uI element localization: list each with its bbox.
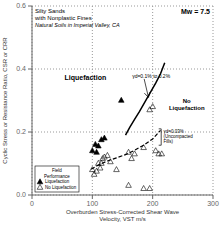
- svg-text:NoLiquefaction: NoLiquefaction: [169, 98, 205, 111]
- svg-text:0: 0: [30, 200, 34, 207]
- svg-text:γd=0.1% to 0.2%: γd=0.1% to 0.2%: [132, 73, 170, 79]
- svg-text:Liquefaction: Liquefaction: [65, 74, 107, 82]
- svg-text:100: 100: [86, 200, 98, 207]
- svg-text:0.6: 0.6: [16, 2, 26, 9]
- svg-text:Liquefaction: Liquefaction: [45, 179, 70, 184]
- svg-text:Silty Sandswith Nonplastic Fin: Silty Sandswith Nonplastic Fines: [34, 8, 92, 21]
- svg-text:Overburden Stress-Corrected Sh: Overburden Stress-Corrected Shear WaveVe…: [66, 209, 180, 222]
- svg-text:Mw = 7.5: Mw = 7.5: [181, 8, 210, 15]
- svg-text:γd=0.03%(UncompactedFills): γd=0.03%(UncompactedFills): [164, 129, 194, 144]
- svg-text:Performance: Performance: [44, 174, 70, 179]
- svg-text:Field: Field: [52, 168, 62, 173]
- svg-text:0.2: 0.2: [16, 128, 26, 135]
- svg-text:Cyclic Stress or Resistance Ra: Cyclic Stress or Resistance Ratio, CSR o…: [8, 37, 9, 164]
- svg-text:200: 200: [147, 200, 159, 207]
- svg-text:0.4: 0.4: [16, 65, 26, 72]
- svg-text:300: 300: [207, 200, 213, 207]
- svg-text:Natural Soils in Imperial Vall: Natural Soils in Imperial Valley, CA: [35, 22, 120, 28]
- svg-text:No Liquefaction: No Liquefaction: [45, 185, 77, 190]
- svg-text:0.0: 0.0: [16, 191, 26, 198]
